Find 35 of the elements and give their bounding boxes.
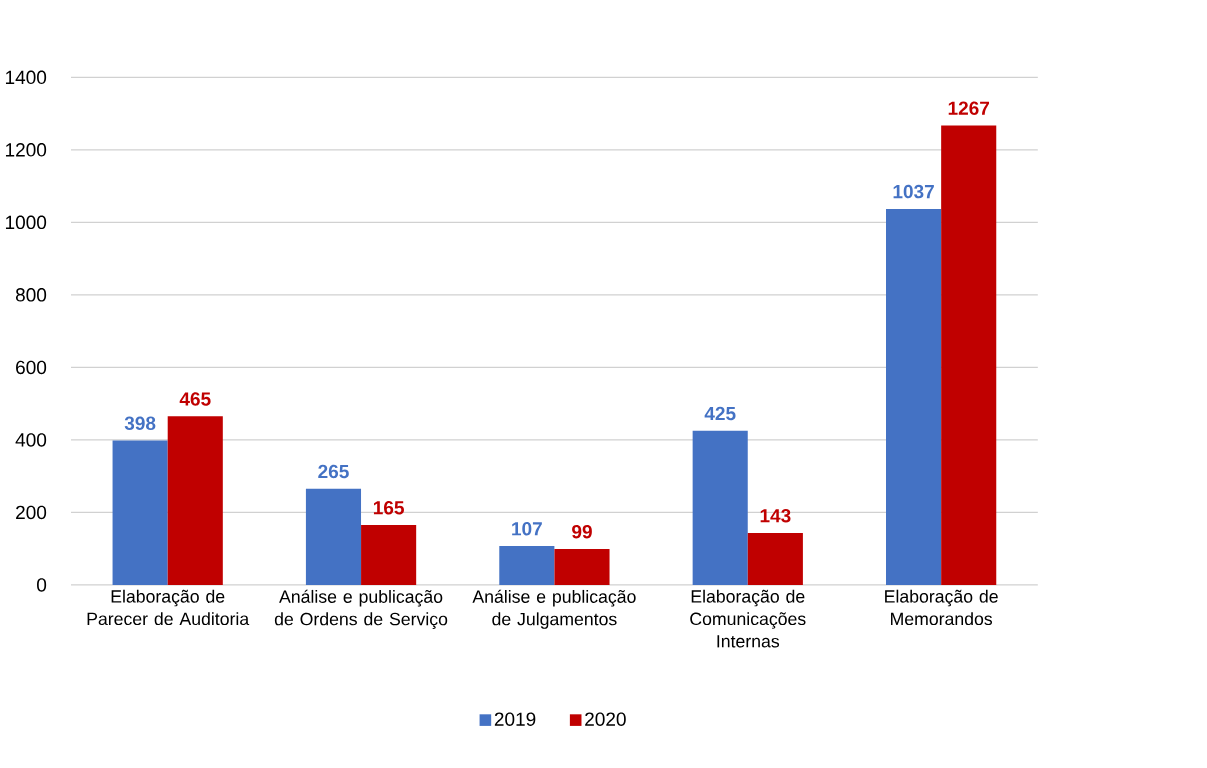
legend-label: 2019 bbox=[494, 712, 536, 727]
bar bbox=[692, 431, 748, 586]
data-label: 165 bbox=[373, 501, 404, 515]
y-tick-label: 200 bbox=[16, 505, 47, 520]
data-label: 398 bbox=[124, 416, 156, 431]
bar bbox=[167, 416, 223, 586]
y-tick-label: 1000 bbox=[5, 215, 47, 230]
data-label: 425 bbox=[704, 406, 736, 421]
bar bbox=[112, 440, 168, 586]
x-tick-label: Elaboração de Memorandos bbox=[885, 589, 998, 626]
bar bbox=[361, 525, 417, 586]
x-tick-label: Elaboração de Comunicações Internas bbox=[690, 589, 806, 648]
x-tick-label: Análise e publicação de Julgamentos bbox=[472, 589, 636, 629]
data-label: 465 bbox=[179, 392, 211, 406]
y-tick-label: 1200 bbox=[5, 143, 47, 157]
y-tick-label: 600 bbox=[16, 360, 47, 375]
data-label: 99 bbox=[572, 525, 592, 539]
bar bbox=[747, 533, 803, 586]
data-label: 107 bbox=[512, 522, 542, 536]
bar bbox=[305, 489, 362, 586]
y-tick-label: 800 bbox=[15, 288, 47, 302]
data-label: 1037 bbox=[893, 185, 934, 199]
bar bbox=[499, 546, 555, 586]
legend-label: 2020 bbox=[585, 712, 626, 727]
y-tick-label: 1400 bbox=[5, 70, 47, 85]
bar bbox=[941, 125, 997, 586]
x-tick-label: Elaboração de Parecer de Auditoria bbox=[87, 589, 250, 626]
data-label: 1267 bbox=[948, 101, 990, 116]
y-tick-label: 400 bbox=[15, 433, 47, 447]
y-tick-label: 0 bbox=[37, 578, 47, 592]
bar bbox=[554, 549, 610, 586]
data-label: 265 bbox=[318, 464, 349, 479]
bar bbox=[886, 209, 942, 586]
data-label: 143 bbox=[760, 509, 791, 523]
x-tick-label: Análise e publicação de Ordens de Serviço bbox=[274, 589, 448, 630]
